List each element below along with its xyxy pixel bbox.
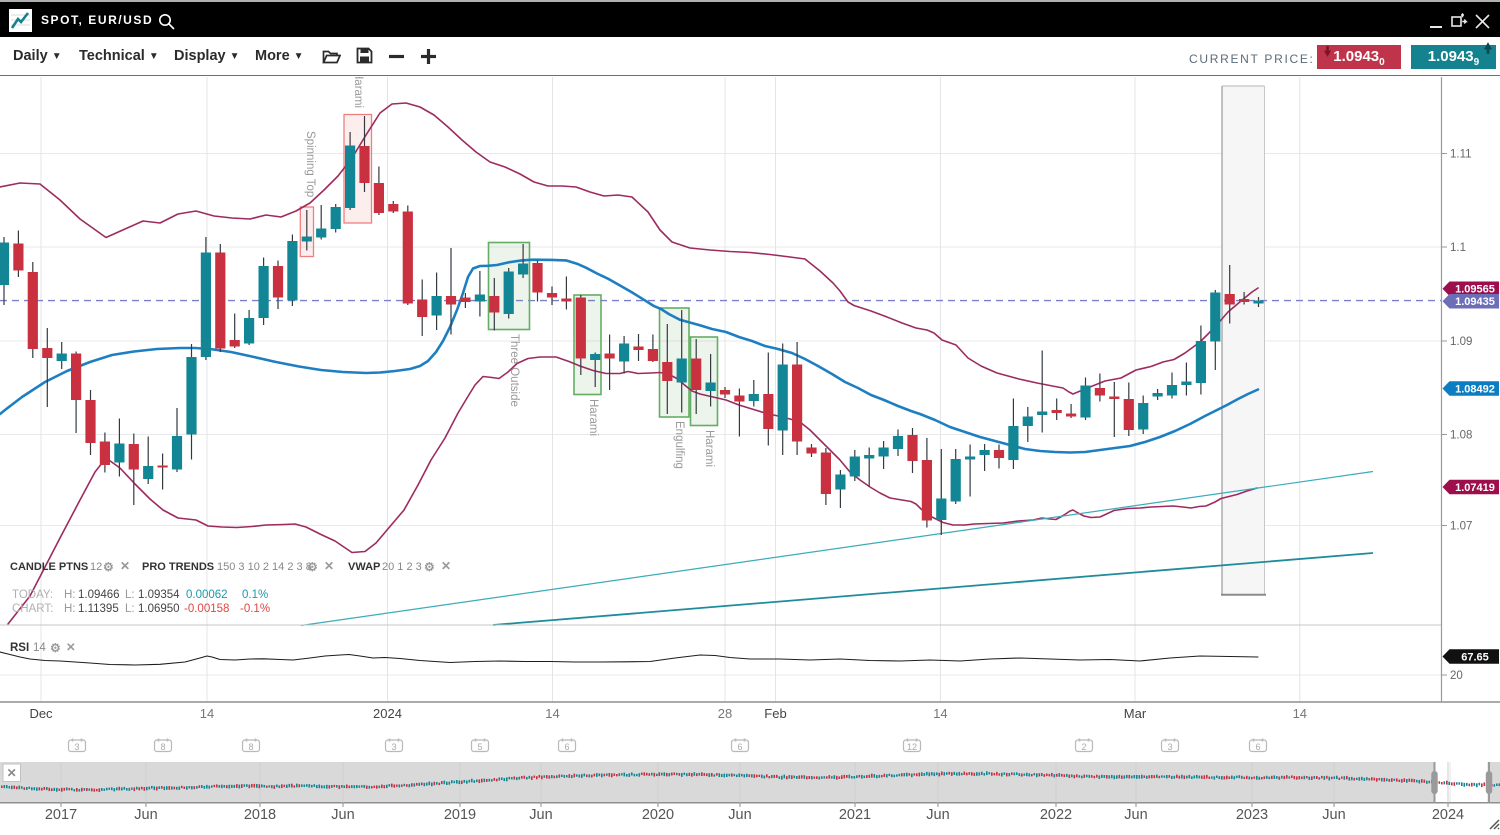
svg-text:✕: ✕ (7, 766, 17, 780)
svg-text:⚙: ⚙ (307, 560, 318, 574)
svg-text:14: 14 (545, 706, 559, 721)
svg-text:⚙: ⚙ (50, 641, 61, 655)
svg-text:2020: 2020 (642, 807, 674, 823)
svg-text:2018: 2018 (244, 807, 276, 823)
svg-text:Spinning Top: Spinning Top (304, 131, 316, 197)
svg-text:20: 20 (1450, 670, 1463, 682)
svg-text:CHART:: CHART: (12, 603, 53, 615)
svg-text:2021: 2021 (839, 807, 871, 823)
svg-text:Jun: Jun (1322, 807, 1345, 823)
svg-text:1.07: 1.07 (1450, 521, 1472, 533)
svg-text:2019: 2019 (444, 807, 476, 823)
svg-text:67.65: 67.65 (1461, 651, 1489, 663)
svg-text:3: 3 (391, 742, 396, 752)
svg-text:6: 6 (1255, 742, 1260, 752)
svg-text:RSI: RSI (10, 642, 29, 654)
svg-text:Harami: Harami (703, 430, 715, 467)
svg-text:1.09466: 1.09466 (78, 589, 120, 601)
svg-text:Jun: Jun (728, 807, 751, 823)
svg-text:✕: ✕ (324, 559, 334, 573)
svg-text:Jun: Jun (331, 807, 354, 823)
svg-text:1.08: 1.08 (1450, 430, 1472, 442)
svg-text:⚙: ⚙ (424, 560, 435, 574)
svg-text:Mar: Mar (1124, 706, 1147, 721)
svg-text:150 3 10 2 14 2 3 8: 150 3 10 2 14 2 3 8 (217, 561, 312, 573)
svg-text:8: 8 (248, 742, 253, 752)
svg-text:0.1%: 0.1% (242, 589, 268, 601)
svg-text:Engulfing: Engulfing (673, 421, 685, 469)
svg-text:2: 2 (1081, 742, 1086, 752)
svg-text:20 1 2 3: 20 1 2 3 (382, 561, 422, 573)
svg-text:1.08492: 1.08492 (1455, 383, 1495, 395)
svg-text:Harami: Harami (352, 77, 364, 108)
svg-text:14: 14 (200, 706, 214, 721)
svg-text:PRO TRENDS: PRO TRENDS (142, 561, 214, 573)
svg-text:1.09435: 1.09435 (1455, 296, 1495, 308)
svg-text:Three Outside: Three Outside (508, 334, 520, 407)
svg-text:L:: L: (125, 603, 135, 615)
svg-text:2017: 2017 (45, 807, 77, 823)
svg-text:8: 8 (160, 742, 165, 752)
svg-text:6: 6 (564, 742, 569, 752)
svg-text:2023: 2023 (1236, 807, 1268, 823)
svg-text:2024: 2024 (373, 706, 402, 721)
svg-text:12: 12 (907, 742, 917, 752)
svg-text:2024: 2024 (1432, 807, 1464, 823)
svg-text:Jun: Jun (1124, 807, 1147, 823)
svg-text:14: 14 (1293, 706, 1307, 721)
svg-text:-0.1%: -0.1% (240, 603, 270, 615)
svg-text:CANDLE PTNS: CANDLE PTNS (10, 561, 88, 573)
svg-text:⚙: ⚙ (103, 560, 114, 574)
svg-text:Jun: Jun (134, 807, 157, 823)
svg-text:14: 14 (33, 642, 46, 654)
svg-text:1.09565: 1.09565 (1455, 284, 1495, 296)
svg-text:0.00062: 0.00062 (186, 589, 228, 601)
svg-text:H:: H: (64, 589, 76, 601)
svg-text:Jun: Jun (529, 807, 552, 823)
svg-text:6: 6 (737, 742, 742, 752)
svg-text:3: 3 (74, 742, 79, 752)
svg-text:✕: ✕ (66, 642, 76, 654)
svg-text:L:: L: (125, 589, 135, 601)
svg-text:1.07419: 1.07419 (1455, 482, 1495, 494)
svg-text:TODAY:: TODAY: (12, 589, 53, 601)
svg-text:28: 28 (718, 706, 732, 721)
svg-text:-0.00158: -0.00158 (184, 603, 229, 615)
svg-text:1.09: 1.09 (1450, 336, 1472, 348)
svg-text:1.09354: 1.09354 (138, 589, 180, 601)
svg-text:✕: ✕ (441, 559, 451, 573)
svg-text:1.11: 1.11 (1450, 149, 1472, 161)
svg-text:Feb: Feb (764, 706, 786, 721)
svg-text:1.1: 1.1 (1450, 242, 1466, 254)
svg-text:12: 12 (90, 561, 102, 573)
svg-text:3: 3 (1167, 742, 1172, 752)
svg-text:14: 14 (933, 706, 947, 721)
svg-text:✕: ✕ (120, 559, 130, 573)
svg-text:1.06950: 1.06950 (138, 603, 180, 615)
svg-text:1.11395: 1.11395 (78, 603, 119, 615)
svg-text:2022: 2022 (1040, 807, 1072, 823)
svg-text:Dec: Dec (29, 706, 53, 721)
svg-text:Jun: Jun (926, 807, 949, 823)
svg-text:5: 5 (477, 742, 482, 752)
svg-text:VWAP: VWAP (348, 561, 380, 573)
svg-text:H:: H: (64, 603, 76, 615)
svg-text:Harami: Harami (587, 399, 599, 436)
